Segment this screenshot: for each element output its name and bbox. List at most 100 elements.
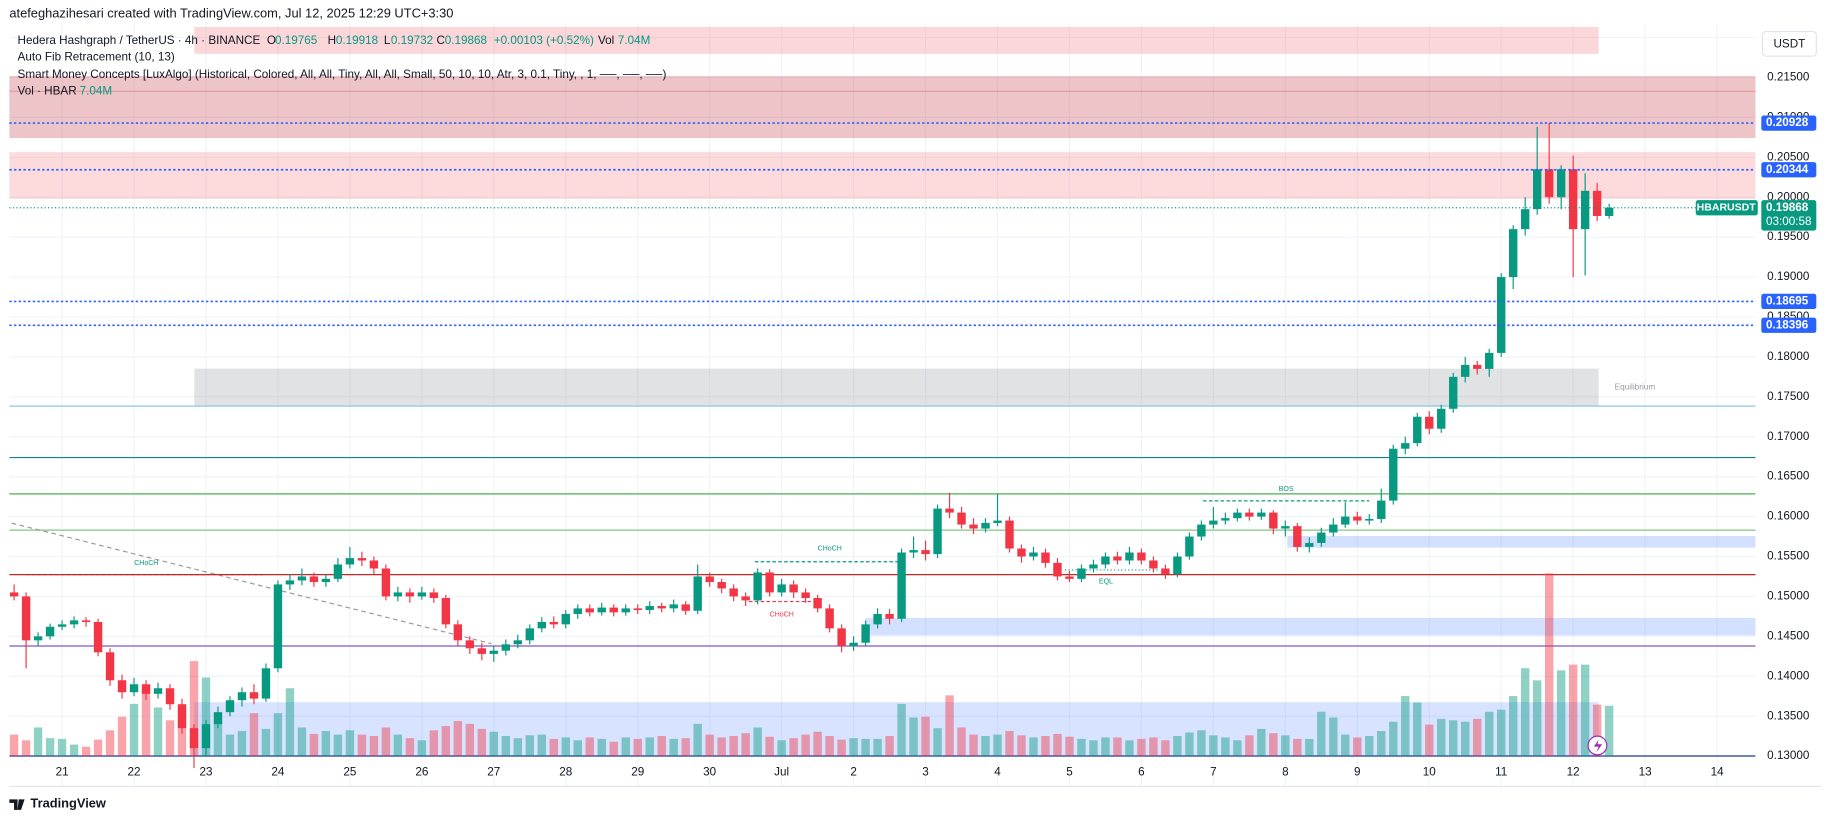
currency[interactable]: USDT [1773, 38, 1805, 51]
indicator-value: 7.04M [80, 84, 112, 97]
volume-bar [825, 736, 834, 757]
candle-body [717, 582, 726, 589]
volume-bar [1233, 740, 1242, 757]
candle-body [189, 728, 199, 749]
candle-body [1269, 512, 1278, 529]
volume-bar [129, 703, 139, 757]
volume-bar [957, 727, 966, 757]
volume-bar [1269, 733, 1278, 757]
candle-body [1365, 518, 1374, 521]
candle-body [669, 604, 678, 609]
volume-bar [1293, 738, 1302, 757]
candle-body [1005, 520, 1014, 549]
volume-bar [117, 716, 127, 757]
volume-bar [21, 740, 31, 757]
candle-body [1425, 416, 1434, 429]
x-tick-label: 8 [1282, 765, 1289, 778]
candle-body [1197, 524, 1206, 537]
volume-bar [1065, 736, 1074, 757]
x-tick-label: 6 [1138, 765, 1145, 778]
candle-body [537, 621, 546, 629]
volume-bar [525, 735, 534, 757]
volume-bar [9, 734, 19, 757]
candle-body [405, 592, 415, 597]
equilibrium-zone [194, 368, 1599, 407]
volume-bar [1485, 711, 1494, 757]
volume-bar [165, 720, 175, 757]
candle-body [225, 700, 235, 713]
x-tick-label: 13 [1639, 765, 1652, 778]
annotation: CHoCH [818, 546, 842, 553]
candle-body [1604, 207, 1614, 216]
candle-body [465, 640, 475, 649]
legend-key: L [384, 34, 391, 47]
volume-bar [621, 737, 630, 757]
y-tick-label: 0.19500 [1767, 230, 1810, 243]
indicator-label: Vol · HBAR [18, 84, 77, 97]
candle-body [1461, 364, 1470, 377]
x-tick-label: 12 [1567, 765, 1580, 778]
volume-bar [1365, 736, 1374, 757]
volume-bar [1592, 704, 1602, 757]
price-label: 0.20344 [1766, 163, 1809, 176]
currency-button[interactable] [1761, 31, 1817, 57]
candle-body [741, 596, 750, 601]
premium-zone [9, 76, 1756, 139]
x-tick-label: 24 [271, 765, 285, 778]
y-tick-label: 0.16500 [1767, 470, 1810, 483]
volume-bar [1413, 702, 1422, 757]
candle-body [453, 624, 463, 641]
volume-bar [1197, 730, 1206, 757]
volume-bar [1089, 740, 1098, 757]
candle-body [1377, 500, 1386, 519]
x-tick-label: 30 [703, 765, 717, 778]
volume-bar [753, 727, 762, 757]
candle-body [177, 704, 187, 729]
x-tick-label: 25 [343, 765, 357, 778]
legend-change: +0.00103 (+0.52%) [494, 34, 594, 47]
candle-body [1497, 277, 1506, 353]
volume-bar [417, 740, 427, 757]
attribution: atefeghazihesari created with TradingVie… [9, 5, 453, 20]
candle-body [813, 598, 822, 609]
volume-bar [237, 731, 247, 757]
candle-body [1149, 560, 1158, 569]
volume-bar [1544, 573, 1554, 757]
candle-body [1437, 408, 1446, 429]
volume-bar [105, 730, 115, 757]
volume-bar [969, 734, 978, 757]
candle-body [345, 558, 355, 565]
annotation: CHoCH [770, 611, 794, 618]
legend-value: 0.19868 [445, 34, 487, 47]
y-tick-label: 0.14500 [1767, 629, 1810, 642]
candle-body [729, 588, 738, 597]
last-price-label: 0.19868 [1766, 201, 1809, 214]
y-tick-label: 0.15000 [1767, 590, 1810, 603]
volume-bar [1532, 680, 1542, 757]
volume-bar [549, 738, 558, 757]
last-price-box [1761, 200, 1817, 231]
volume-bar [1604, 705, 1614, 757]
volume-bar [1305, 738, 1314, 757]
price-label: 0.18396 [1766, 318, 1809, 331]
candle-body [57, 624, 67, 627]
volume-bar [921, 716, 930, 757]
candle-body [1353, 516, 1362, 521]
volume-bar [81, 746, 91, 757]
candle-body [129, 684, 139, 693]
candle-body [201, 724, 211, 749]
volume-bar [333, 734, 343, 757]
volume-bar [609, 741, 618, 757]
volume-bar [1520, 668, 1530, 757]
volume-bar [477, 728, 487, 757]
discount-zone [194, 702, 1599, 757]
volume-bar [513, 738, 522, 757]
candle-body [1245, 512, 1254, 517]
candle-body [777, 584, 786, 593]
volume-bar [1209, 735, 1218, 757]
price-label: 0.20928 [1766, 116, 1809, 129]
x-tick-label: 5 [1066, 765, 1073, 778]
candle-body [141, 684, 151, 694]
volume-bar [429, 730, 439, 757]
